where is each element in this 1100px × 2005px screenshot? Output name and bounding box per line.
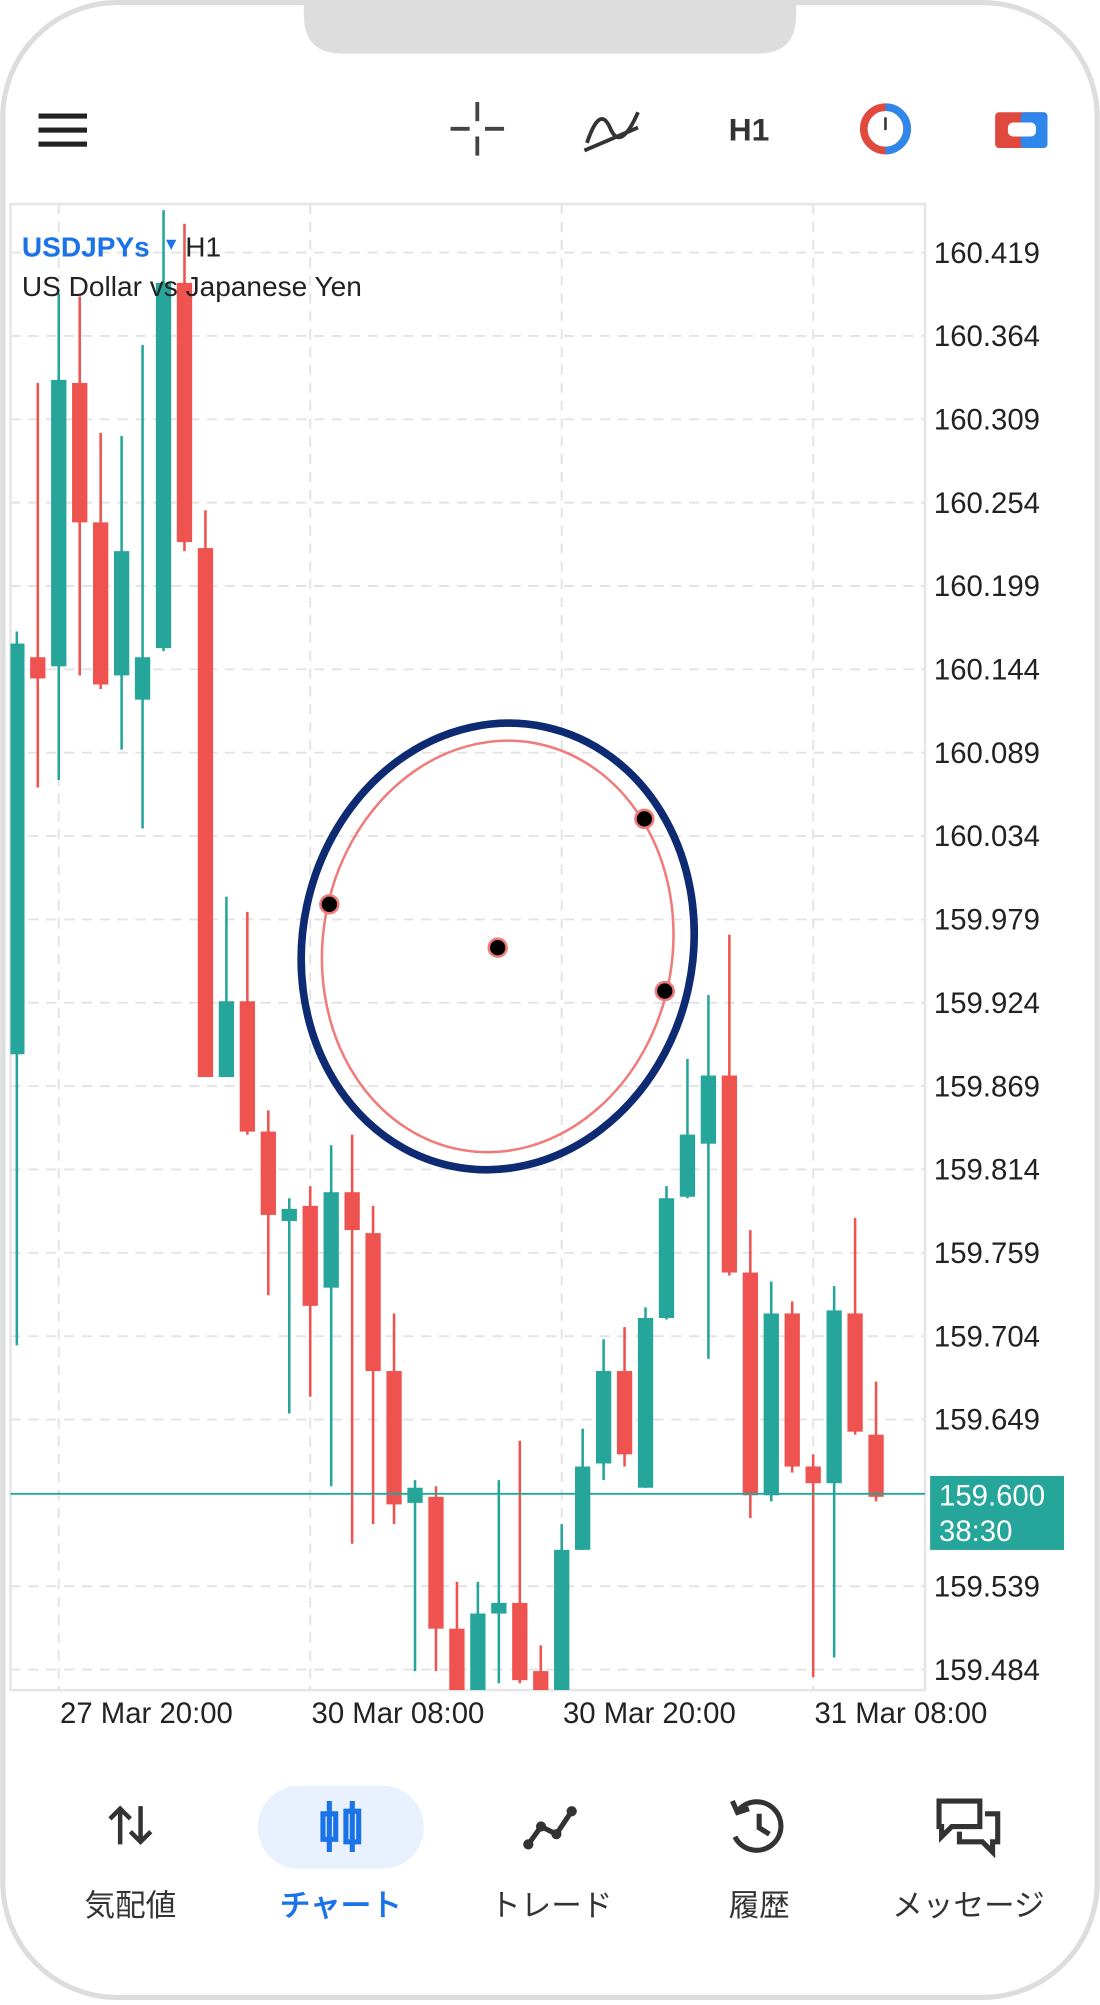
candle-body: [218, 1001, 235, 1078]
chart-timeframe: H1: [185, 231, 221, 262]
candle-body: [847, 1313, 863, 1432]
candle-body: [595, 1371, 612, 1464]
y-tick-label: 159.484: [934, 1654, 1040, 1687]
candle-body: [700, 1075, 717, 1144]
nav-label[interactable]: 気配値: [84, 1889, 176, 1923]
y-tick-label: 160.089: [934, 737, 1040, 770]
notch: [303, 0, 797, 54]
candle-body: [616, 1371, 633, 1455]
candle-body: [428, 1496, 444, 1629]
candle-body: [93, 522, 109, 685]
candle-body: [72, 382, 88, 523]
candle-body: [239, 1001, 256, 1132]
y-tick-label: 160.199: [934, 570, 1040, 603]
crosshair-button[interactable]: [450, 102, 505, 156]
symbol-description: US Dollar vs Japanese Yen: [22, 271, 362, 302]
candle-body: [281, 1208, 297, 1221]
candle-body: [155, 282, 172, 649]
labels: 160.419 160.364 160.309 160.254 160.199 160.1…: [60, 237, 1065, 1730]
messages-icon[interactable]: [936, 1798, 1001, 1859]
candle-body: [742, 1272, 758, 1496]
y-tick-label: 160.419: [934, 237, 1040, 270]
history-icon[interactable]: [730, 1799, 784, 1853]
indicators-button[interactable]: [583, 111, 640, 153]
x-tick-label: 30 Mar 08:00: [312, 1697, 485, 1730]
y-tick-label: 160.309: [934, 403, 1040, 436]
candle-body: [512, 1602, 528, 1681]
active-tab-bg: [257, 1785, 424, 1869]
candle-body: [407, 1487, 423, 1503]
candle-body: [449, 1628, 465, 1691]
nav-label[interactable]: 履歴: [729, 1889, 790, 1923]
nav-label[interactable]: メッセージ: [892, 1889, 1044, 1923]
candle-body: [805, 1466, 821, 1484]
y-tick-label: 159.924: [934, 987, 1040, 1020]
y-tick-label: 160.254: [934, 487, 1040, 520]
candle-body: [470, 1613, 486, 1691]
candles: [10, 210, 925, 1691]
candle-body: [134, 657, 151, 700]
y-tick-label: 159.539: [934, 1570, 1040, 1603]
y-tick-label: 160.364: [934, 320, 1040, 353]
clock-button[interactable]: [859, 103, 911, 155]
candle-body: [784, 1313, 800, 1467]
candle-body: [826, 1310, 842, 1484]
candle-body: [575, 1466, 591, 1550]
candle-body: [721, 1075, 738, 1273]
trade-button[interactable]: [995, 112, 1048, 148]
y-tick-label: 160.144: [934, 654, 1040, 687]
nav-label[interactable]: トレード: [490, 1889, 612, 1923]
timeframe-button[interactable]: H1: [729, 111, 770, 147]
candle-body: [51, 379, 67, 667]
candle-body: [113, 551, 130, 676]
candle-body: [533, 1671, 549, 1691]
candle-body: [386, 1371, 402, 1505]
current-price-label: 159.600: [939, 1479, 1045, 1512]
candle-body: [197, 548, 214, 1078]
y-tick-label: 160.034: [934, 820, 1040, 853]
candle-body: [658, 1198, 675, 1318]
symbol[interactable]: USDJPYs: [22, 231, 150, 262]
countdown: 38:30: [939, 1515, 1012, 1548]
y-tick-label: 159.759: [934, 1237, 1040, 1270]
nav-label[interactable]: チャート: [280, 1889, 402, 1923]
candle-body: [637, 1317, 654, 1488]
candle-body: [868, 1434, 884, 1497]
y-tick-label: 159.814: [934, 1154, 1040, 1187]
candle-body: [344, 1192, 360, 1231]
menu-button[interactable]: [38, 113, 87, 147]
x-tick-label: 31 Mar 08:00: [814, 1697, 987, 1730]
symbol-dropdown[interactable]: [166, 239, 177, 250]
x-tick-label: 30 Mar 20:00: [563, 1697, 736, 1730]
bottom-nav: 気配値 チャート トレード 履歴 メッセージ: [84, 1889, 1044, 1923]
chart-icon[interactable]: [320, 1801, 362, 1853]
candle-body: [10, 643, 25, 1055]
candle-body: [30, 657, 46, 679]
y-tick-label: 159.704: [934, 1320, 1040, 1353]
candle-body: [679, 1134, 696, 1197]
candle-body: [260, 1131, 276, 1215]
candle-body: [365, 1233, 381, 1372]
candle-body: [491, 1602, 507, 1614]
ellipse-object[interactable]: [260, 686, 735, 1206]
candle-body: [176, 282, 193, 543]
y-tick-label: 159.649: [934, 1404, 1040, 1437]
candle-body: [302, 1205, 318, 1306]
trade-icon[interactable]: [523, 1806, 577, 1850]
candle-body: [323, 1192, 339, 1288]
current-price-box: [930, 1475, 1065, 1550]
x-tick-label: 27 Mar 20:00: [60, 1697, 233, 1730]
candle-body: [763, 1313, 779, 1496]
candle-body: [554, 1549, 570, 1691]
y-tick-label: 159.869: [934, 1070, 1040, 1103]
quotes-icon[interactable]: [108, 1805, 153, 1845]
y-tick-label: 159.979: [934, 904, 1040, 937]
